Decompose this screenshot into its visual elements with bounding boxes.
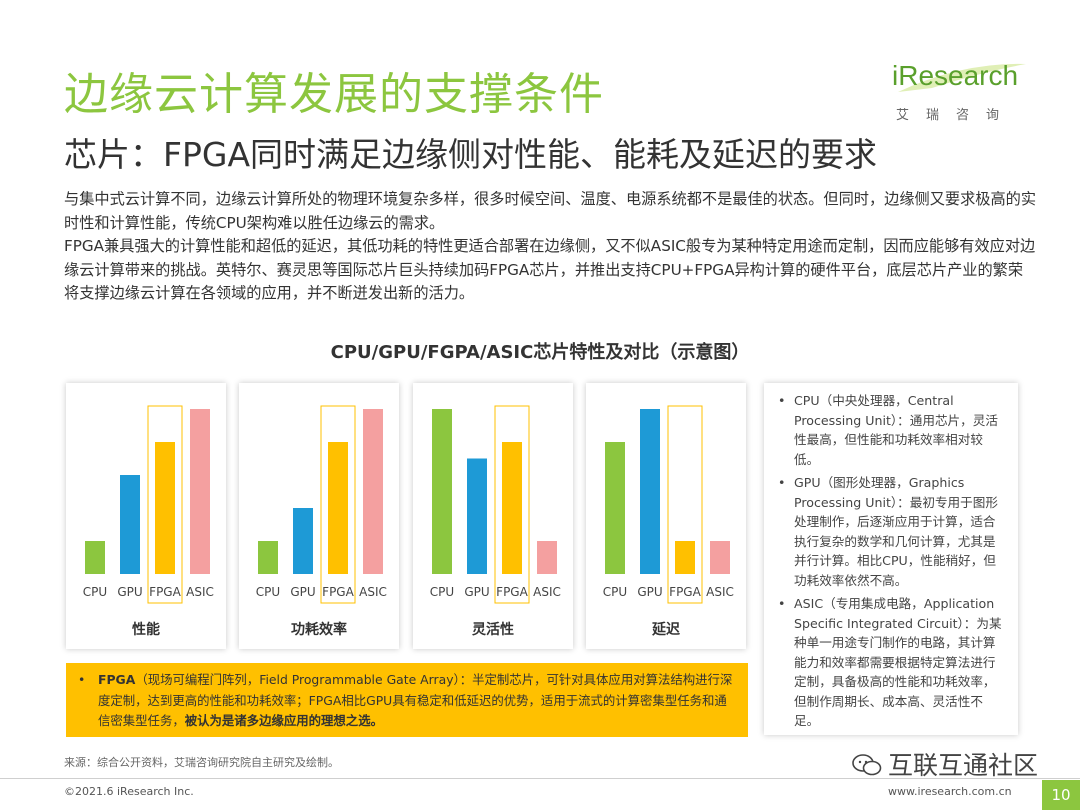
page-title: 边缘云计算发展的支撑条件 (64, 69, 604, 120)
definition-asic: • ASIC（专用集成电路，Application Specific Integr… (776, 594, 1008, 731)
tick-label-gpu: GPU (637, 585, 662, 599)
tick-label-asic: ASIC (359, 585, 387, 599)
chart-panel-performance: CPU GPU FPGA ASIC 性能 (66, 383, 226, 649)
watermark-text: 互联互通社区 (888, 751, 1039, 780)
tick-label-fpga: FPGA (322, 585, 354, 599)
fpga-highlight-frame (320, 405, 356, 604)
page-number: 10 (1042, 780, 1080, 810)
logo-text: iResearch (892, 60, 1019, 91)
bullet: • (778, 596, 786, 611)
bar-fpga (328, 442, 348, 574)
chart-svg: CPU GPU FPGA ASIC 灵活性 (430, 405, 561, 638)
chart-svg: CPU GPU FPGA ASIC 性能 (83, 405, 214, 638)
fpga-description: （现场可编程门阵列，Field Programmable Gate Array）… (98, 672, 733, 728)
bullet: • (778, 475, 786, 490)
intro-paragraph-2: FPGA兼具强大的计算性能和超低的延迟，其低功耗的特性更适合部署在边缘侧，又不似… (64, 237, 1036, 303)
bar-cpu (605, 442, 625, 574)
definition-cpu: • CPU（中央处理器，Central Processing Unit）：通用芯片… (776, 391, 1008, 469)
tick-label-fpga: FPGA (669, 585, 701, 599)
copyright: ©2021.6 iResearch Inc. (64, 785, 194, 798)
bar-asic (190, 409, 210, 574)
definition-gpu: • GPU（图形处理器，Graphics Processing Unit）：最初专… (776, 473, 1008, 590)
tick-label-asic: ASIC (706, 585, 734, 599)
page-subtitle: 芯片：FPGA同时满足边缘侧对性能、能耗及延迟的要求 (64, 135, 878, 174)
tick-label-gpu: GPU (117, 585, 142, 599)
intro-text: 与集中式云计算不同，边缘云计算所处的物理环境复杂多样，很多时候空间、温度、电源系… (64, 188, 1036, 306)
definition-text: GPU（图形处理器，Graphics Processing Unit）：最初专用… (794, 475, 998, 588)
website-link[interactable]: www.iresearch.com.cn (888, 785, 1012, 798)
watermark: 互联互通社区 (852, 746, 1038, 782)
logo-subtext: 艾瑞咨询 (896, 108, 1017, 123)
bullet: • (778, 393, 786, 408)
tick-label-fpga: FPGA (149, 585, 181, 599)
chart-xlabel: 灵活性 (472, 621, 514, 638)
bar-gpu (120, 475, 140, 574)
bar-asic (537, 541, 557, 574)
bar-asic (363, 409, 383, 574)
wechat-icon (852, 754, 882, 776)
bar-asic (710, 541, 730, 574)
definition-text: ASIC（专用集成电路，Application Specific Integra… (794, 596, 1002, 728)
bar-gpu (467, 458, 487, 574)
fpga-conclusion: 被认为是诸多边缘应用的理想之选。 (184, 713, 383, 728)
chart-panel-latency: CPU GPU FPGA ASIC 延迟 (586, 383, 746, 649)
bar-cpu (258, 541, 278, 574)
chart-title: CPU/GPU/FGPA/ASIC芯片特性及对比（示意图） (330, 342, 750, 363)
bar-cpu (85, 541, 105, 574)
fpga-highlight-frame (494, 405, 530, 604)
bar-gpu (640, 409, 660, 574)
tick-label-asic: ASIC (533, 585, 561, 599)
iresearch-logo: iResearch 艾瑞咨询 (892, 58, 1032, 128)
tick-label-gpu: GPU (290, 585, 315, 599)
tick-label-gpu: GPU (464, 585, 489, 599)
chart-xlabel: 性能 (132, 621, 160, 638)
bar-gpu (293, 508, 313, 574)
chart-svg: CPU GPU FPGA ASIC 功耗效率 (256, 405, 387, 638)
definition-text: CPU（中央处理器，Central Processing Unit）：通用芯片，… (794, 393, 998, 467)
tick-label-cpu: CPU (430, 585, 454, 599)
fpga-highlight-frame (667, 405, 703, 604)
chart-svg: CPU GPU FPGA ASIC 延迟 (603, 405, 734, 638)
tick-label-cpu: CPU (256, 585, 280, 599)
chart-xlabel: 延迟 (651, 621, 680, 638)
tick-label-asic: ASIC (186, 585, 214, 599)
chart-xlabel: 功耗效率 (291, 621, 347, 638)
bar-fpga (675, 541, 695, 574)
chart-panel-power-efficiency: CPU GPU FPGA ASIC 功耗效率 (239, 383, 399, 649)
bullet: • (78, 672, 86, 687)
chart-panel-flexibility: CPU GPU FPGA ASIC 灵活性 (413, 383, 573, 649)
chip-definitions-box: • CPU（中央处理器，Central Processing Unit）：通用芯片… (764, 383, 1018, 735)
source-note: 来源：综合公开资料，艾瑞咨询研究院自主研究及绘制。 (64, 756, 339, 769)
tick-label-fpga: FPGA (496, 585, 528, 599)
bar-fpga (155, 442, 175, 574)
footer-divider (0, 778, 1080, 779)
bar-cpu (432, 409, 452, 574)
fpga-highlight-frame (147, 405, 183, 604)
tick-label-cpu: CPU (603, 585, 627, 599)
bar-fpga (502, 442, 522, 574)
fpga-term: FPGA (98, 672, 136, 687)
intro-paragraph-1: 与集中式云计算不同，边缘云计算所处的物理环境复杂多样，很多时候空间、温度、电源系… (64, 190, 1036, 232)
fpga-note-box: • FPGA（现场可编程门阵列，Field Programmable Gate … (66, 663, 748, 737)
tick-label-cpu: CPU (83, 585, 107, 599)
logo-swoosh-icon (898, 63, 1026, 92)
